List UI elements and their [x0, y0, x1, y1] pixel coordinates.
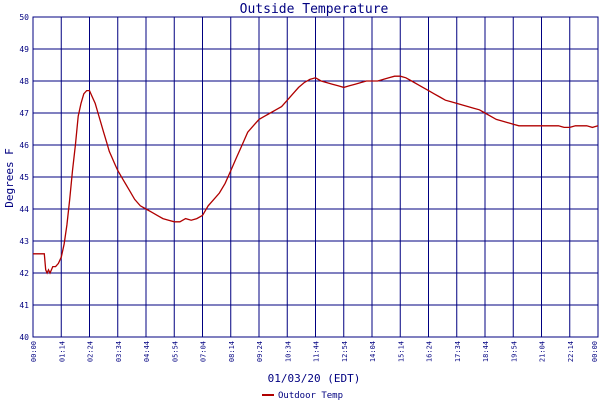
series-line-outdoor-temp [33, 75, 599, 275]
x-tick-label: 05:54 [171, 341, 179, 362]
y-axis-label: Degrees F [3, 148, 16, 208]
chart-title: Outside Temperature [240, 2, 389, 17]
legend: Outdoor Temp [262, 391, 343, 400]
x-tick-label: 19:54 [510, 341, 518, 362]
x-tick-label: 11:44 [313, 341, 321, 362]
x-tick-label: 10:34 [284, 341, 292, 362]
x-tick-label: 22:14 [567, 341, 575, 362]
y-tick-label: 41 [19, 301, 29, 310]
x-tick-label: 01:14 [58, 341, 66, 362]
legend-label-outdoor-temp: Outdoor Temp [278, 391, 343, 400]
x-axis-label: 01/03/20 (EDT) [268, 372, 361, 385]
x-tick-label: 16:24 [426, 341, 434, 362]
y-tick-label: 40 [19, 333, 29, 342]
y-tick-label: 48 [19, 77, 29, 86]
y-tick-label: 43 [19, 237, 29, 246]
x-tick-label: 08:14 [228, 341, 236, 362]
y-tick-label: 42 [19, 269, 29, 278]
y-tick-label: 47 [19, 109, 29, 118]
x-tick-label: 04:44 [143, 341, 151, 362]
grid-lines [32, 16, 599, 338]
y-tick-label: 49 [19, 45, 29, 54]
x-axis-tick-labels: 00:00 01:14 02:24 03:34 04:44 05:54 07:04 08:14… [30, 341, 599, 362]
x-tick-label: 00:00 [30, 341, 38, 362]
y-tick-label: 46 [19, 141, 29, 150]
x-tick-label: 14:04 [369, 341, 377, 362]
x-tick-label: 07:04 [200, 341, 208, 362]
x-tick-label: 03:34 [115, 341, 123, 362]
y-axis-tick-labels: 40 41 42 43 44 45 46 47 48 49 50 [19, 13, 29, 342]
x-tick-label: 21:04 [539, 341, 547, 362]
x-tick-label: 15:14 [397, 341, 405, 362]
x-tick-label: 09:24 [256, 341, 264, 362]
x-tick-label: 17:34 [454, 341, 462, 362]
y-tick-label: 44 [19, 205, 29, 214]
x-tick-label: 12:54 [341, 341, 349, 362]
x-tick-label: 00:00 [591, 341, 599, 362]
x-tick-label: 18:44 [482, 341, 490, 362]
y-tick-label: 50 [19, 13, 29, 22]
y-tick-label: 45 [19, 173, 29, 182]
x-tick-label: 02:24 [87, 341, 95, 362]
